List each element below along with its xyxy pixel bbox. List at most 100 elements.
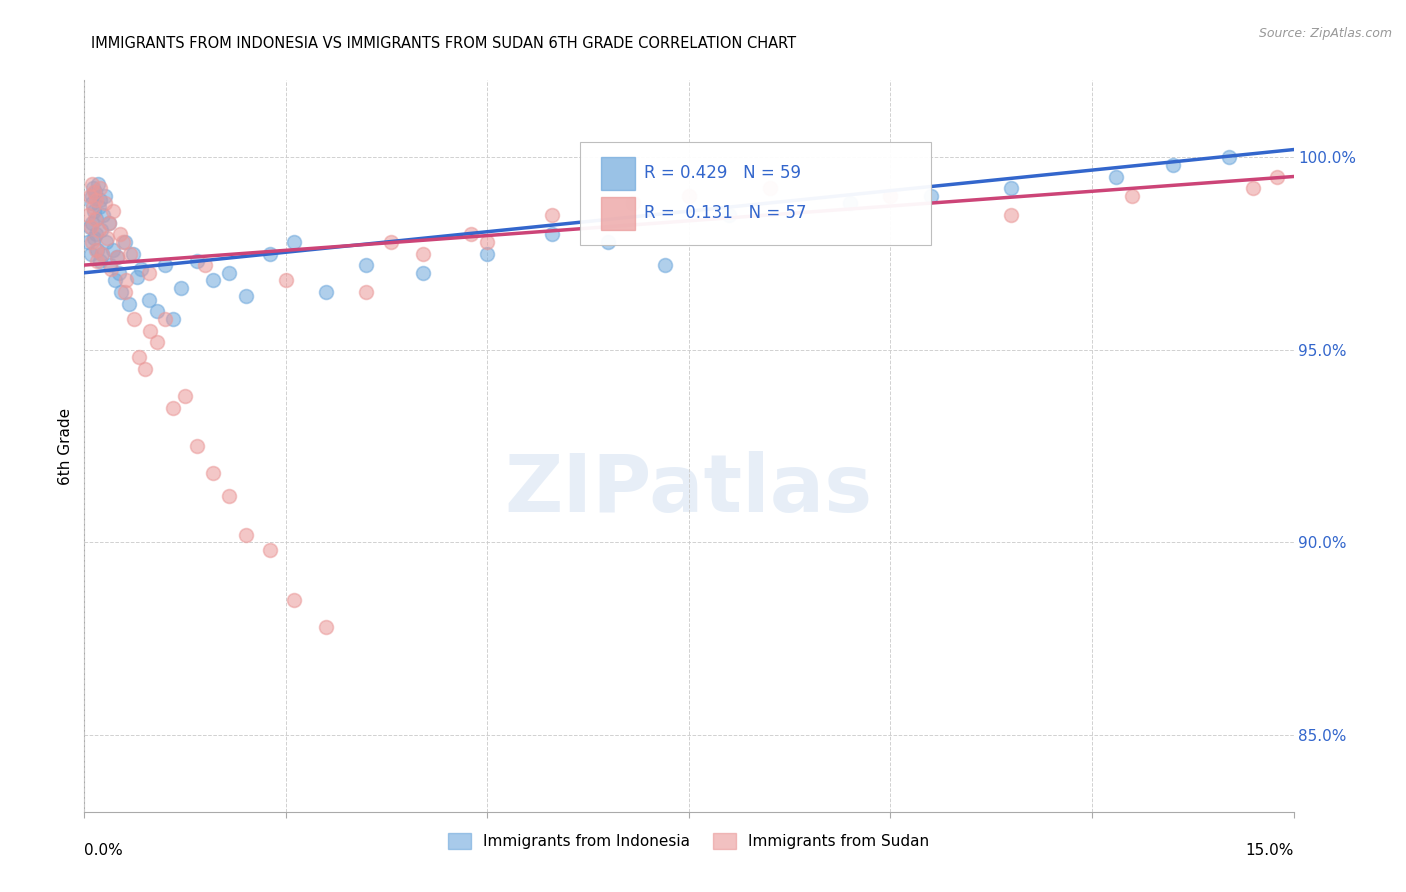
Point	[146, 334, 169, 349]
Point	[80, 246, 103, 260]
Point	[83, 231, 105, 245]
Y-axis label: 6th Grade: 6th Grade	[58, 408, 73, 484]
Point	[114, 285, 136, 299]
Point	[162, 401, 184, 415]
Point	[98, 258, 121, 272]
Point	[315, 285, 337, 299]
Point	[134, 362, 156, 376]
Point	[194, 258, 217, 272]
Point	[162, 312, 184, 326]
Point	[115, 273, 138, 287]
Point	[1241, 181, 1264, 195]
Point	[460, 227, 482, 242]
Point	[105, 251, 128, 265]
Point	[259, 246, 281, 260]
Point	[124, 312, 146, 326]
Point	[1000, 181, 1022, 195]
Point	[839, 196, 862, 211]
Point	[93, 196, 115, 211]
Point	[91, 246, 114, 260]
Point	[77, 208, 100, 222]
Point	[477, 235, 499, 249]
Point	[87, 200, 110, 214]
Point	[108, 266, 131, 280]
Point	[598, 235, 620, 249]
Point	[879, 188, 901, 202]
Point	[541, 208, 564, 222]
Point	[186, 439, 208, 453]
Point	[104, 273, 127, 287]
Text: 0.0%: 0.0%	[84, 843, 124, 857]
Point	[1121, 188, 1143, 202]
Point	[82, 181, 104, 195]
Point	[121, 246, 143, 260]
Point	[96, 231, 118, 245]
Point	[356, 285, 378, 299]
Point	[89, 254, 111, 268]
Point	[128, 351, 150, 365]
Point	[1161, 158, 1184, 172]
Point	[82, 235, 104, 249]
Point	[138, 266, 160, 280]
Point	[146, 304, 169, 318]
Point	[84, 243, 107, 257]
Point	[90, 223, 112, 237]
Point	[80, 178, 103, 192]
Point	[87, 223, 110, 237]
Point	[541, 227, 564, 242]
Bar	[600, 157, 634, 190]
Point	[621, 196, 644, 211]
Point	[86, 243, 108, 257]
Point	[84, 211, 107, 226]
Point	[654, 258, 676, 272]
Point	[120, 246, 142, 260]
Point	[101, 243, 124, 257]
Point	[920, 188, 942, 202]
Point	[83, 211, 105, 226]
Point	[105, 251, 128, 265]
Point	[91, 208, 114, 222]
Point	[283, 593, 305, 607]
Point	[100, 261, 122, 276]
Point	[94, 235, 117, 249]
Point	[1105, 169, 1128, 184]
Point	[82, 188, 104, 202]
FancyBboxPatch shape	[581, 143, 931, 244]
Point	[114, 235, 136, 249]
Point	[80, 196, 103, 211]
Text: R = 0.429   N = 59: R = 0.429 N = 59	[644, 164, 801, 182]
Point	[218, 489, 240, 503]
Point	[86, 193, 108, 207]
Point	[82, 200, 104, 214]
Point	[79, 219, 101, 234]
Point	[315, 620, 337, 634]
Point	[1267, 169, 1289, 184]
Legend: Immigrants from Indonesia, Immigrants from Sudan: Immigrants from Indonesia, Immigrants fr…	[441, 827, 936, 855]
Point	[87, 178, 110, 192]
Point	[380, 235, 402, 249]
Point	[108, 227, 131, 242]
Text: IMMIGRANTS FROM INDONESIA VS IMMIGRANTS FROM SUDAN 6TH GRADE CORRELATION CHART: IMMIGRANTS FROM INDONESIA VS IMMIGRANTS …	[91, 36, 797, 51]
Point	[235, 527, 257, 541]
Point	[89, 181, 111, 195]
Point	[758, 181, 780, 195]
Point	[89, 193, 111, 207]
Point	[112, 235, 135, 249]
Point	[412, 266, 434, 280]
Point	[259, 543, 281, 558]
Point	[97, 216, 120, 230]
Point	[103, 204, 125, 219]
Point	[118, 296, 141, 310]
Point	[477, 246, 499, 260]
Point	[1218, 150, 1240, 164]
Text: Source: ZipAtlas.com: Source: ZipAtlas.com	[1258, 27, 1392, 40]
Point	[138, 293, 160, 307]
Text: R =  0.131   N = 57: R = 0.131 N = 57	[644, 204, 807, 222]
Point	[202, 273, 225, 287]
Point	[356, 258, 378, 272]
Point	[86, 227, 108, 242]
Point	[110, 285, 132, 299]
Point	[235, 289, 257, 303]
Point	[202, 466, 225, 480]
Point	[678, 188, 700, 202]
